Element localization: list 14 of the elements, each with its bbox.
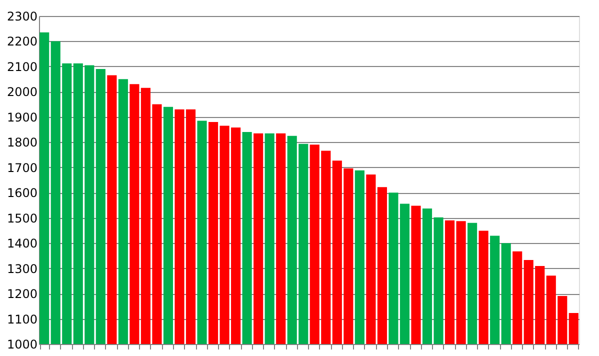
y-tick-label: 1300 — [6, 262, 38, 276]
y-tick-label: 1000 — [6, 338, 38, 352]
y-tick-label: 1600 — [6, 186, 38, 200]
y-tick-label: 1200 — [6, 287, 38, 302]
y-tick-label: 2200 — [6, 34, 38, 49]
y-tick-label: 1500 — [6, 211, 38, 226]
y-tick-label: 2000 — [6, 85, 38, 100]
y-tick-label: 1800 — [6, 136, 38, 150]
y-tick-label: 1100 — [6, 312, 38, 326]
y-tick-label: 1400 — [6, 236, 38, 251]
y-tick-label: 1700 — [6, 160, 38, 175]
y-tick-label: 2300 — [6, 10, 38, 24]
y-tick-label: 2100 — [6, 60, 38, 74]
y-tick-label: 1900 — [6, 110, 38, 124]
